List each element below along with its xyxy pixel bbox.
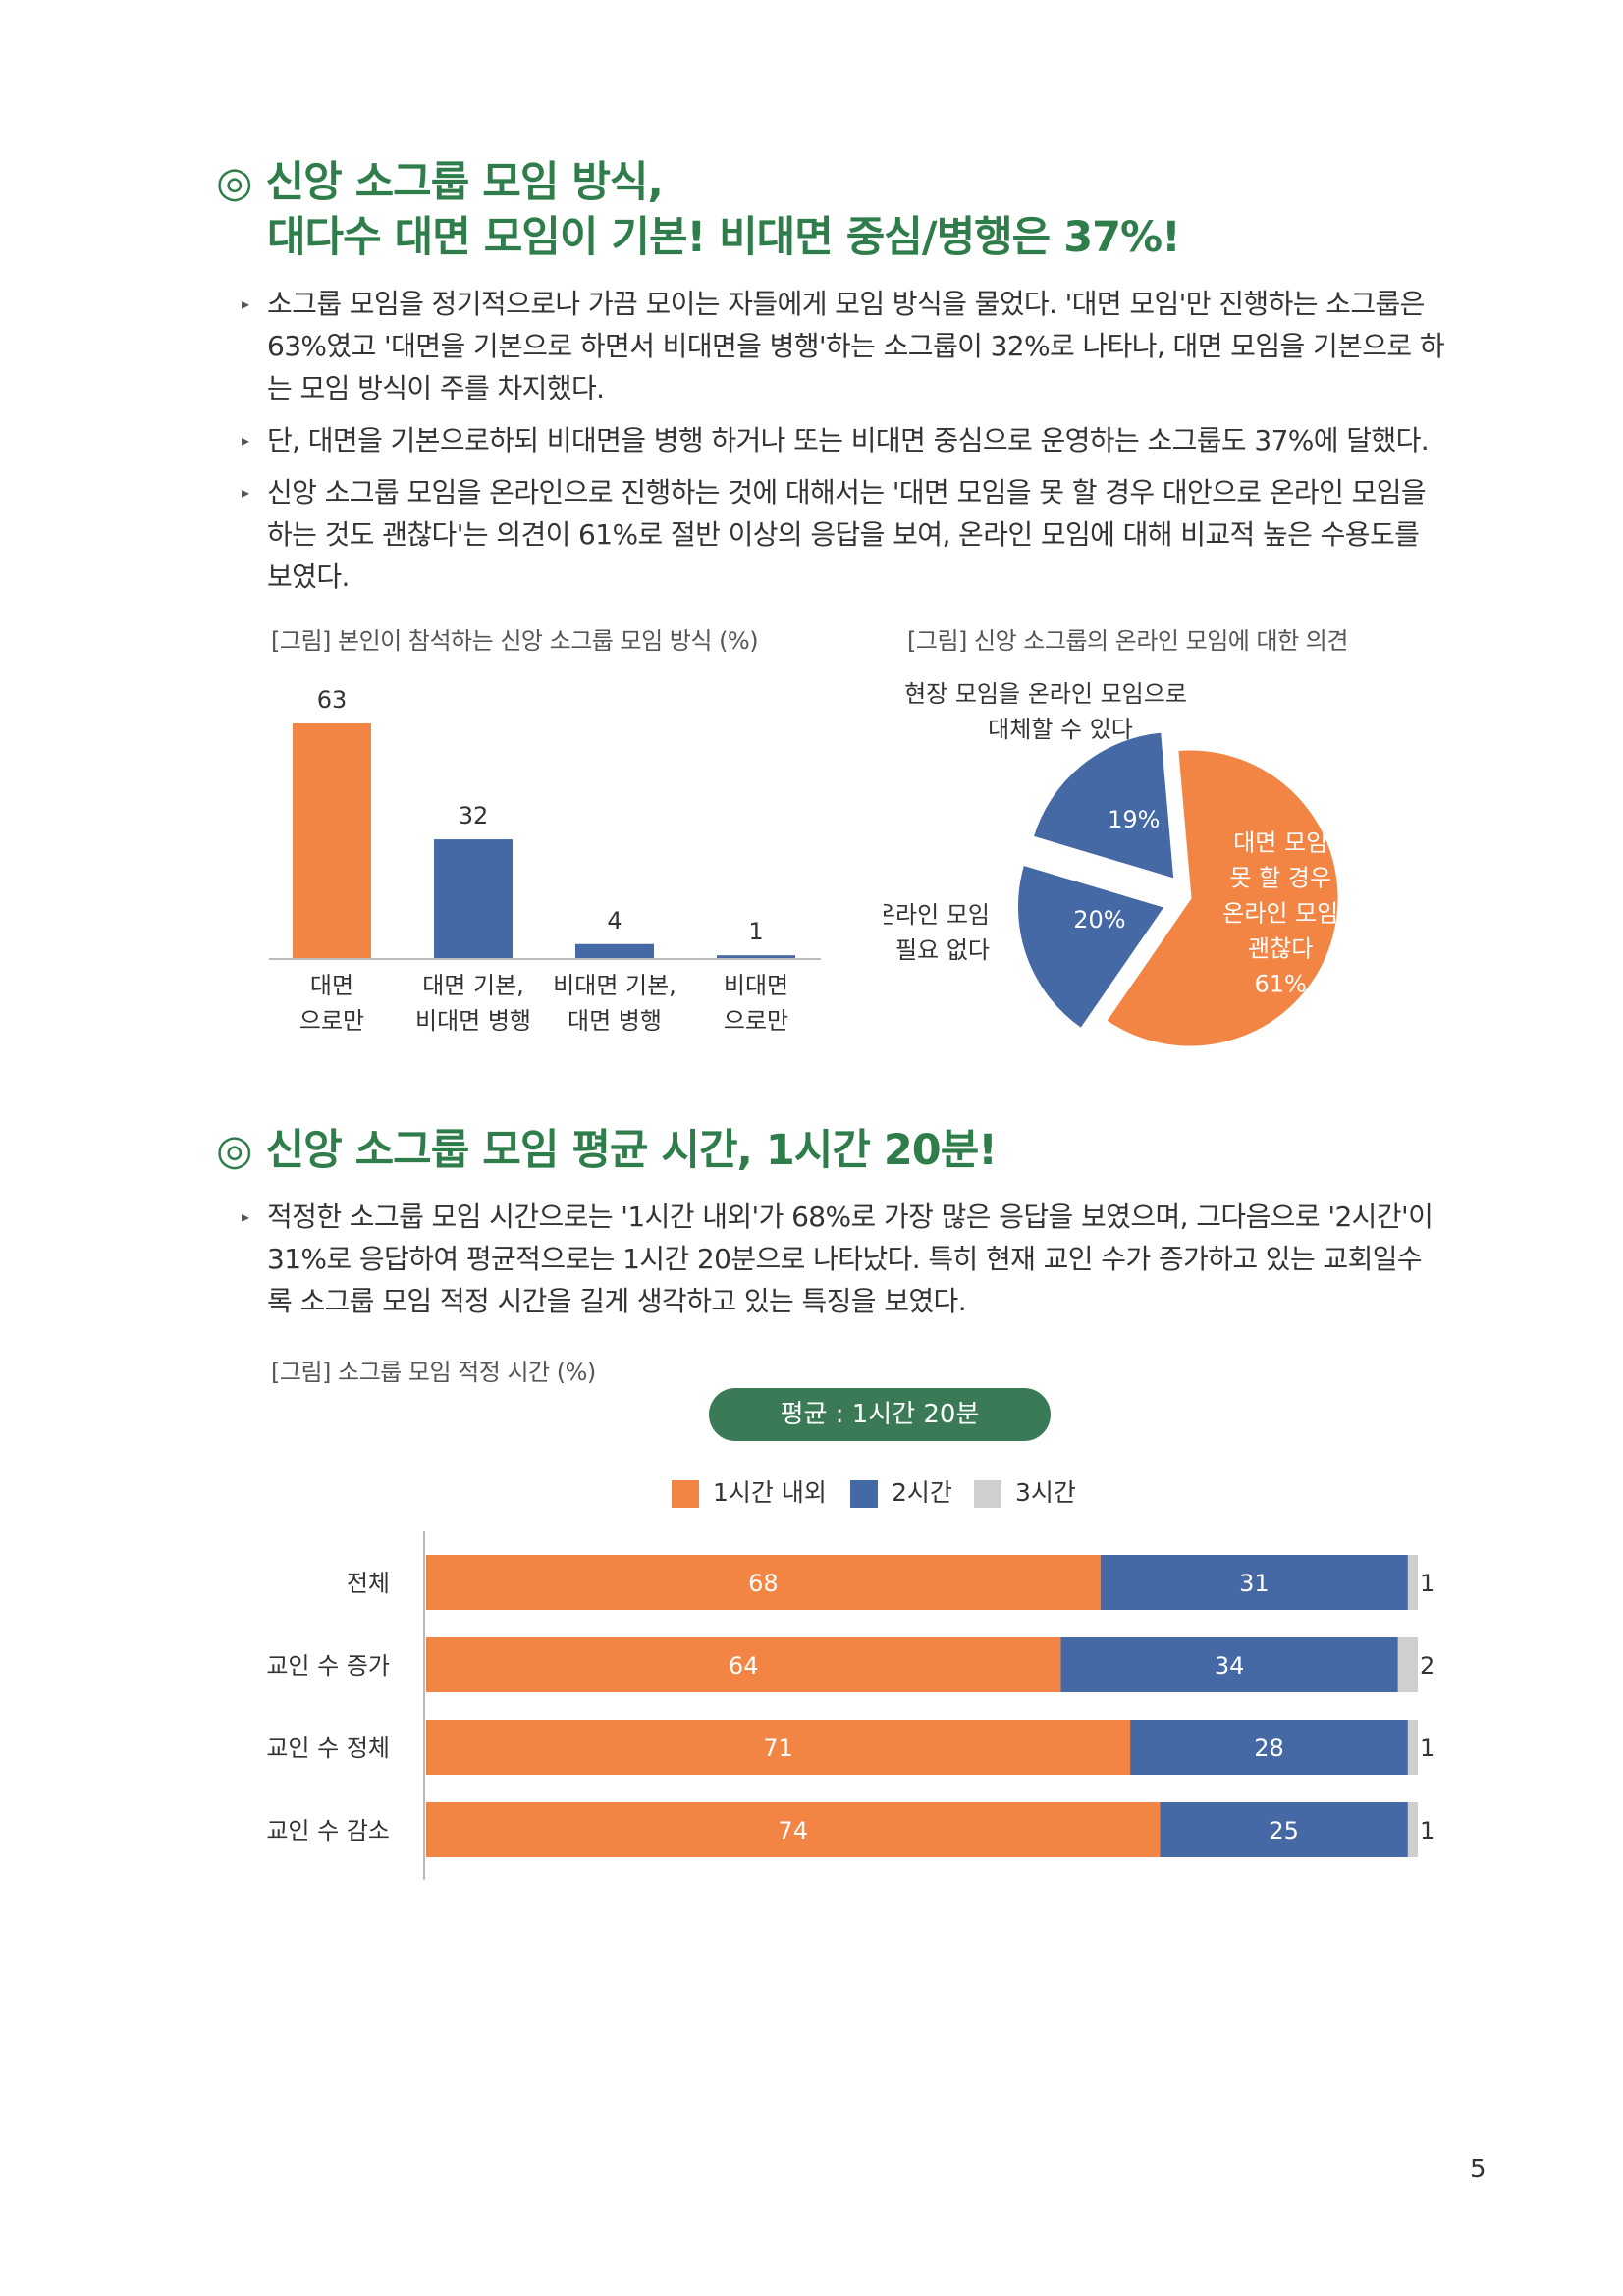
section2-heading: ◎ 신앙 소그룹 모임 평균 시간, 1시간 20분! xyxy=(216,1123,1492,1178)
meeting-time-stacked-bar-chart: 전체 68 31 1 교인 수 증가 64 34 2 교인 수 정체 71 28 1 교인 수 감소 74… xyxy=(266,1531,1434,1880)
bullet-marker: ▸ xyxy=(242,483,249,502)
legend-item: 2시간 xyxy=(850,1478,952,1508)
segment-value-label: 1 xyxy=(1420,1817,1434,1844)
bullet-line: 31%로 응답하여 평균적으로는 1시간 20분으로 나타났다. 특히 현재 교… xyxy=(267,1243,1423,1275)
pie-slice-label: 못 할 경우 xyxy=(1229,865,1331,892)
bullet-marker: ▸ xyxy=(242,431,249,450)
figure2-title: [그림] 신앙 소그룹의 온라인 모임에 대한 의견 xyxy=(907,627,1348,655)
bullet-line: 록 소그룹 모임 적정 시간을 길게 생각하고 있는 특징을 보였다. xyxy=(267,1285,967,1317)
pie-value-label: 19% xyxy=(1108,806,1160,833)
stacked-bar-segment xyxy=(1130,1720,1408,1775)
segment-value-label: 28 xyxy=(1254,1735,1284,1762)
legend-swatch xyxy=(850,1480,878,1508)
pie-value-label: 20% xyxy=(1073,906,1125,934)
legend-item: 3시간 xyxy=(974,1478,1076,1508)
pie-slice xyxy=(1030,729,1177,882)
legend-item: 1시간 내외 xyxy=(672,1478,827,1508)
stacked-bar-segment xyxy=(1407,1720,1418,1775)
bullet-line: 신앙 소그룹 모임을 온라인으로 진행하는 것에 대해서는 '대면 모임을 못 … xyxy=(267,476,1427,508)
pie-external-label: 현장 모임을 온라인 모임으로 xyxy=(904,680,1187,708)
pie-slice xyxy=(1103,747,1341,1049)
category-label: 교인 수 정체 xyxy=(266,1735,390,1762)
bullet-item: ▸ 단, 대면을 기본으로하되 비대면을 병행 하거나 또는 비대면 중심으로 운… xyxy=(236,419,1483,461)
pie-slice-label: 온라인 모임 xyxy=(1222,900,1338,928)
stacked-bar-segment xyxy=(1060,1637,1398,1692)
segment-value-label: 64 xyxy=(729,1652,759,1680)
bullet-marker: ▸ xyxy=(242,294,249,313)
segment-value-label: 74 xyxy=(778,1817,808,1844)
stacked-bar-segment xyxy=(1160,1802,1408,1857)
stacked-bar-segment xyxy=(1407,1802,1418,1857)
segment-value-label: 1 xyxy=(1420,1570,1434,1597)
pie-slice-label: 대면 모임 xyxy=(1233,829,1327,857)
pie-slice-label: 괜찮다 xyxy=(1248,935,1313,963)
bullet-line: 단, 대면을 기본으로하되 비대면을 병행 하거나 또는 비대면 중심으로 운영… xyxy=(267,424,1430,456)
bar xyxy=(434,839,513,959)
bar-value-label: 32 xyxy=(459,802,489,829)
stacked-bar-segment xyxy=(1100,1555,1408,1610)
page-number: 5 xyxy=(1470,2155,1487,2184)
category-label: 으로만 xyxy=(724,1007,788,1035)
bullet-item: ▸ 신앙 소그룹 모임을 온라인으로 진행하는 것에 대해서는 '대면 모임을 못… xyxy=(236,471,1483,598)
segment-value-label: 1 xyxy=(1420,1735,1434,1762)
bullet-line: 63%였고 '대면을 기본으로 하면서 비대면을 병행'하는 소그룹이 32%로… xyxy=(267,330,1445,362)
bullet-line: 적정한 소그룹 모임 시간으로는 '1시간 내외'가 68%로 가장 많은 응답… xyxy=(267,1201,1434,1233)
pie-slice xyxy=(1015,862,1168,1032)
bullet-line: 는 모임 방식이 주를 차지했다. xyxy=(267,372,605,404)
bullet-line: 보였다. xyxy=(267,561,350,593)
legend-swatch xyxy=(672,1480,699,1508)
bar xyxy=(293,723,371,959)
bullet-item: ▸ 소그룹 모임을 정기적으로나 가끔 모이는 자들에게 모임 방식을 물었다. … xyxy=(236,283,1483,409)
legend-swatch xyxy=(974,1480,1001,1508)
bullet-line: 하는 것도 괜찮다'는 의견이 61%로 절반 이상의 응답을 보여, 온라인 … xyxy=(267,518,1420,551)
stacked-bar-segment xyxy=(1397,1637,1418,1692)
stacked-bar-segment xyxy=(426,1720,1131,1775)
bullet-marker: ▸ xyxy=(242,1207,249,1226)
category-label: 대면 병행 xyxy=(568,1007,662,1035)
bar xyxy=(717,955,795,959)
legend-label: 3시간 xyxy=(1015,1478,1076,1507)
category-label: 대면 기본, xyxy=(422,972,524,999)
pie-external-label: 대체할 수 있다 xyxy=(988,716,1133,743)
figure1-title: [그림] 본인이 참석하는 신앙 소그룹 모임 방식 (%) xyxy=(271,627,759,655)
category-label: 으로만 xyxy=(299,1007,364,1035)
segment-value-label: 34 xyxy=(1215,1652,1245,1680)
stacked-bar-segment xyxy=(426,1555,1101,1610)
pie-external-label: 필요 없다 xyxy=(895,936,990,964)
category-label: 대면 xyxy=(310,972,353,999)
stacked-bar-segment xyxy=(1407,1555,1418,1610)
segment-value-label: 25 xyxy=(1269,1817,1299,1844)
category-label: 비대면 기본, xyxy=(553,972,676,999)
category-label: 전체 xyxy=(347,1570,390,1597)
bar-value-label: 4 xyxy=(607,907,622,934)
segment-value-label: 71 xyxy=(763,1735,793,1762)
heading-line2: 대다수 대면 모임이 기본! 비대면 중심/병행은 37%! xyxy=(267,213,1181,262)
legend-label: 1시간 내외 xyxy=(713,1478,827,1507)
segment-value-label: 31 xyxy=(1239,1570,1270,1597)
stacked-bar-segment xyxy=(426,1637,1061,1692)
figure3-title: [그림] 소그룹 모임 적정 시간 (%) xyxy=(271,1359,596,1386)
pie-external-label: 온라인 모임 xyxy=(884,901,990,929)
segment-value-label: 68 xyxy=(748,1570,779,1597)
category-label: 교인 수 감소 xyxy=(266,1817,390,1844)
average-time-badge: 평균 : 1시간 20분 xyxy=(709,1388,1051,1441)
bar xyxy=(575,943,654,959)
bullet-item: ▸ 적정한 소그룹 모임 시간으로는 '1시간 내외'가 68%로 가장 많은 응… xyxy=(236,1196,1483,1322)
category-label: 비대면 xyxy=(724,972,788,999)
legend-label: 2시간 xyxy=(892,1478,952,1507)
heading-marker: ◎ xyxy=(216,158,253,207)
bullet-line: 소그룹 모임을 정기적으로나 가끔 모이는 자들에게 모임 방식을 물었다. '… xyxy=(267,288,1425,320)
stacked-bar-segment xyxy=(426,1802,1161,1857)
heading-line1: 신앙 소그룹 모임 방식, xyxy=(265,158,664,207)
pie-value-label: 61% xyxy=(1255,971,1307,998)
heading-text: 신앙 소그룹 모임 평균 시간, 1시간 20분! xyxy=(265,1126,998,1175)
category-label: 교인 수 증가 xyxy=(266,1652,390,1680)
heading-marker: ◎ xyxy=(216,1126,253,1175)
category-label: 비대면 병행 xyxy=(415,1007,531,1035)
segment-value-label: 2 xyxy=(1420,1652,1434,1680)
bar-value-label: 1 xyxy=(748,918,763,945)
bar-value-label: 63 xyxy=(317,686,348,714)
